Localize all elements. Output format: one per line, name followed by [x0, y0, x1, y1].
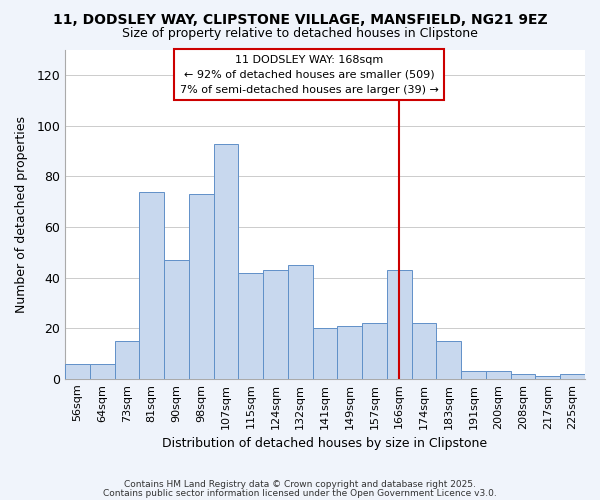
Bar: [214, 144, 238, 379]
Bar: [139, 192, 164, 379]
Bar: [461, 371, 486, 379]
Bar: [263, 270, 288, 379]
Text: Contains public sector information licensed under the Open Government Licence v3: Contains public sector information licen…: [103, 488, 497, 498]
Bar: [313, 328, 337, 379]
Bar: [436, 341, 461, 379]
Bar: [387, 270, 412, 379]
X-axis label: Distribution of detached houses by size in Clipstone: Distribution of detached houses by size …: [163, 437, 488, 450]
Text: Contains HM Land Registry data © Crown copyright and database right 2025.: Contains HM Land Registry data © Crown c…: [124, 480, 476, 489]
Bar: [164, 260, 189, 379]
Bar: [90, 364, 115, 379]
Y-axis label: Number of detached properties: Number of detached properties: [15, 116, 28, 313]
Bar: [362, 323, 387, 379]
Text: 11, DODSLEY WAY, CLIPSTONE VILLAGE, MANSFIELD, NG21 9EZ: 11, DODSLEY WAY, CLIPSTONE VILLAGE, MANS…: [53, 12, 547, 26]
Bar: [511, 374, 535, 379]
Bar: [486, 371, 511, 379]
Bar: [65, 364, 90, 379]
Bar: [238, 272, 263, 379]
Bar: [115, 341, 139, 379]
Bar: [288, 265, 313, 379]
Bar: [535, 376, 560, 379]
Bar: [412, 323, 436, 379]
Bar: [337, 326, 362, 379]
Bar: [189, 194, 214, 379]
Bar: [560, 374, 585, 379]
Text: 11 DODSLEY WAY: 168sqm
← 92% of detached houses are smaller (509)
7% of semi-det: 11 DODSLEY WAY: 168sqm ← 92% of detached…: [180, 55, 439, 94]
Text: Size of property relative to detached houses in Clipstone: Size of property relative to detached ho…: [122, 28, 478, 40]
